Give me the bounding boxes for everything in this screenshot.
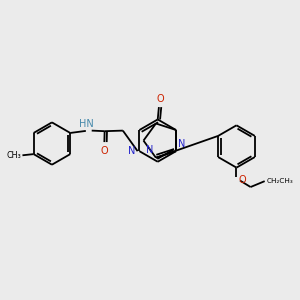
- Text: CH₃: CH₃: [6, 151, 21, 160]
- Text: HN: HN: [79, 119, 94, 129]
- Text: O: O: [100, 146, 108, 157]
- Text: O: O: [156, 94, 164, 104]
- Text: CH₂CH₃: CH₂CH₃: [266, 178, 293, 184]
- Text: N: N: [146, 145, 153, 155]
- Text: O: O: [239, 175, 247, 185]
- Text: N: N: [178, 140, 186, 149]
- Text: N: N: [128, 146, 135, 157]
